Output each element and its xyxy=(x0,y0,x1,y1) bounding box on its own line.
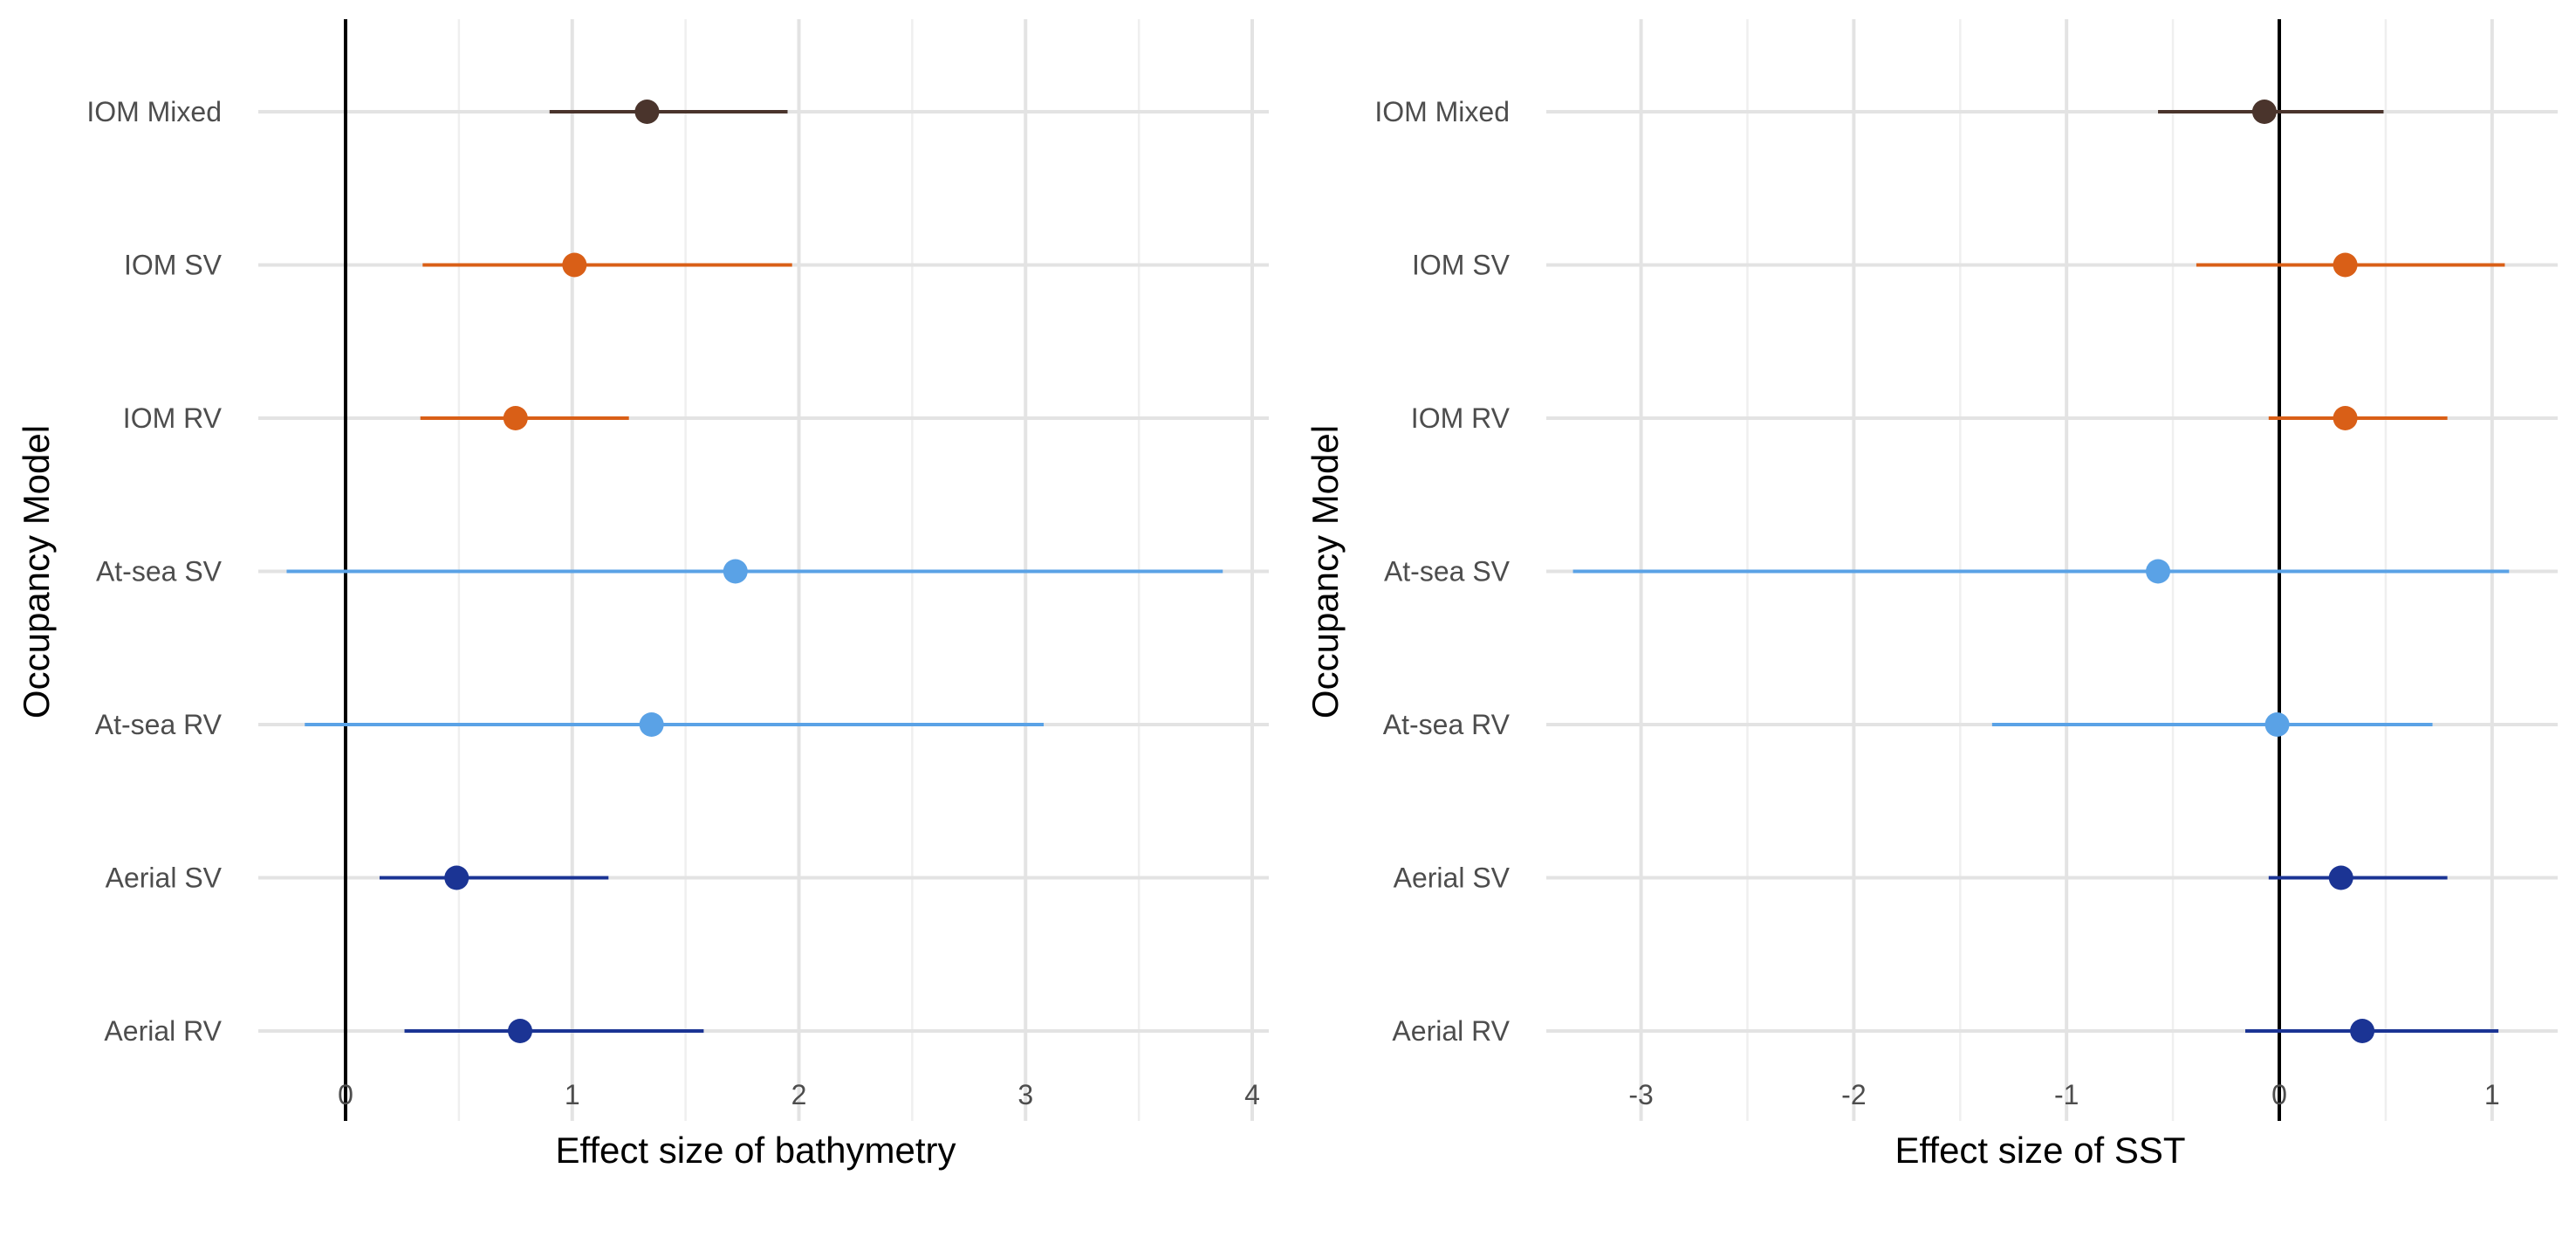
x-tick-labels: 0 1 2 3 4 xyxy=(338,1079,1260,1110)
x-tick-label: 1 xyxy=(2484,1079,2500,1110)
y-tick-label: At-sea RV xyxy=(95,709,223,740)
y-tick-label: IOM Mixed xyxy=(1374,96,1510,127)
interval-marks xyxy=(286,100,1223,1043)
y-tick-label: IOM Mixed xyxy=(86,96,222,127)
point-estimate xyxy=(444,865,469,890)
x-axis-title: Effect size of SST xyxy=(1894,1130,2185,1171)
y-tick-label: Aerial RV xyxy=(104,1015,222,1047)
y-axis-title: Occupancy Model xyxy=(16,425,57,718)
point-estimate xyxy=(639,712,664,737)
panel-bathymetry: IOM Mixed IOM SV IOM RV At-sea SV At-sea RV A… xyxy=(16,19,1269,1171)
x-tick-label: 3 xyxy=(1017,1079,1033,1110)
x-tick-label: 1 xyxy=(565,1079,580,1110)
y-tick-label: IOM RV xyxy=(1411,402,1511,434)
x-tick-label: -2 xyxy=(1841,1079,1866,1110)
point-estimate xyxy=(2251,100,2277,124)
point-estimate xyxy=(2146,559,2171,584)
point-estimate xyxy=(2333,406,2358,430)
y-tick-labels: IOM Mixed IOM SV IOM RV At-sea SV At-sea RV A… xyxy=(1374,96,1510,1047)
x-axis-title: Effect size of bathymetry xyxy=(555,1130,956,1171)
x-tick-labels: -3 -2 -1 0 1 xyxy=(1628,1079,2499,1110)
x-tick-label: -1 xyxy=(2054,1079,2079,1110)
point-estimate xyxy=(2328,865,2353,890)
x-tick-label: 2 xyxy=(791,1079,807,1110)
point-estimate xyxy=(562,252,587,278)
x-tick-label: 0 xyxy=(2271,1079,2287,1110)
y-axis-title: Occupancy Model xyxy=(1305,425,1346,718)
y-tick-label: IOM RV xyxy=(123,402,223,434)
y-tick-label: IOM SV xyxy=(1412,250,1511,281)
y-tick-label: At-sea SV xyxy=(1384,556,1511,588)
point-estimate xyxy=(723,559,748,584)
point-estimate xyxy=(2350,1019,2375,1043)
y-tick-label: Aerial RV xyxy=(1392,1015,1510,1047)
point-estimate xyxy=(503,406,528,430)
y-tick-label: Aerial SV xyxy=(106,862,223,894)
y-tick-label: At-sea SV xyxy=(96,556,223,588)
x-tick-label: -3 xyxy=(1628,1079,1653,1110)
point-estimate xyxy=(2264,712,2290,737)
y-tick-labels: IOM Mixed IOM SV IOM RV At-sea SV At-sea RV A… xyxy=(86,96,222,1047)
x-tick-label: 0 xyxy=(338,1079,353,1110)
x-tick-label: 4 xyxy=(1244,1079,1260,1110)
panel-sst: IOM Mixed IOM SV IOM RV At-sea SV At-sea RV A… xyxy=(1305,19,2558,1171)
point-estimate xyxy=(2333,252,2358,278)
y-tick-label: Aerial SV xyxy=(1394,862,1511,894)
y-tick-label: At-sea RV xyxy=(1383,709,1511,740)
interval-marks xyxy=(1572,100,2510,1043)
point-estimate xyxy=(508,1019,533,1043)
point-estimate xyxy=(634,100,660,124)
y-tick-label: IOM SV xyxy=(124,250,223,281)
